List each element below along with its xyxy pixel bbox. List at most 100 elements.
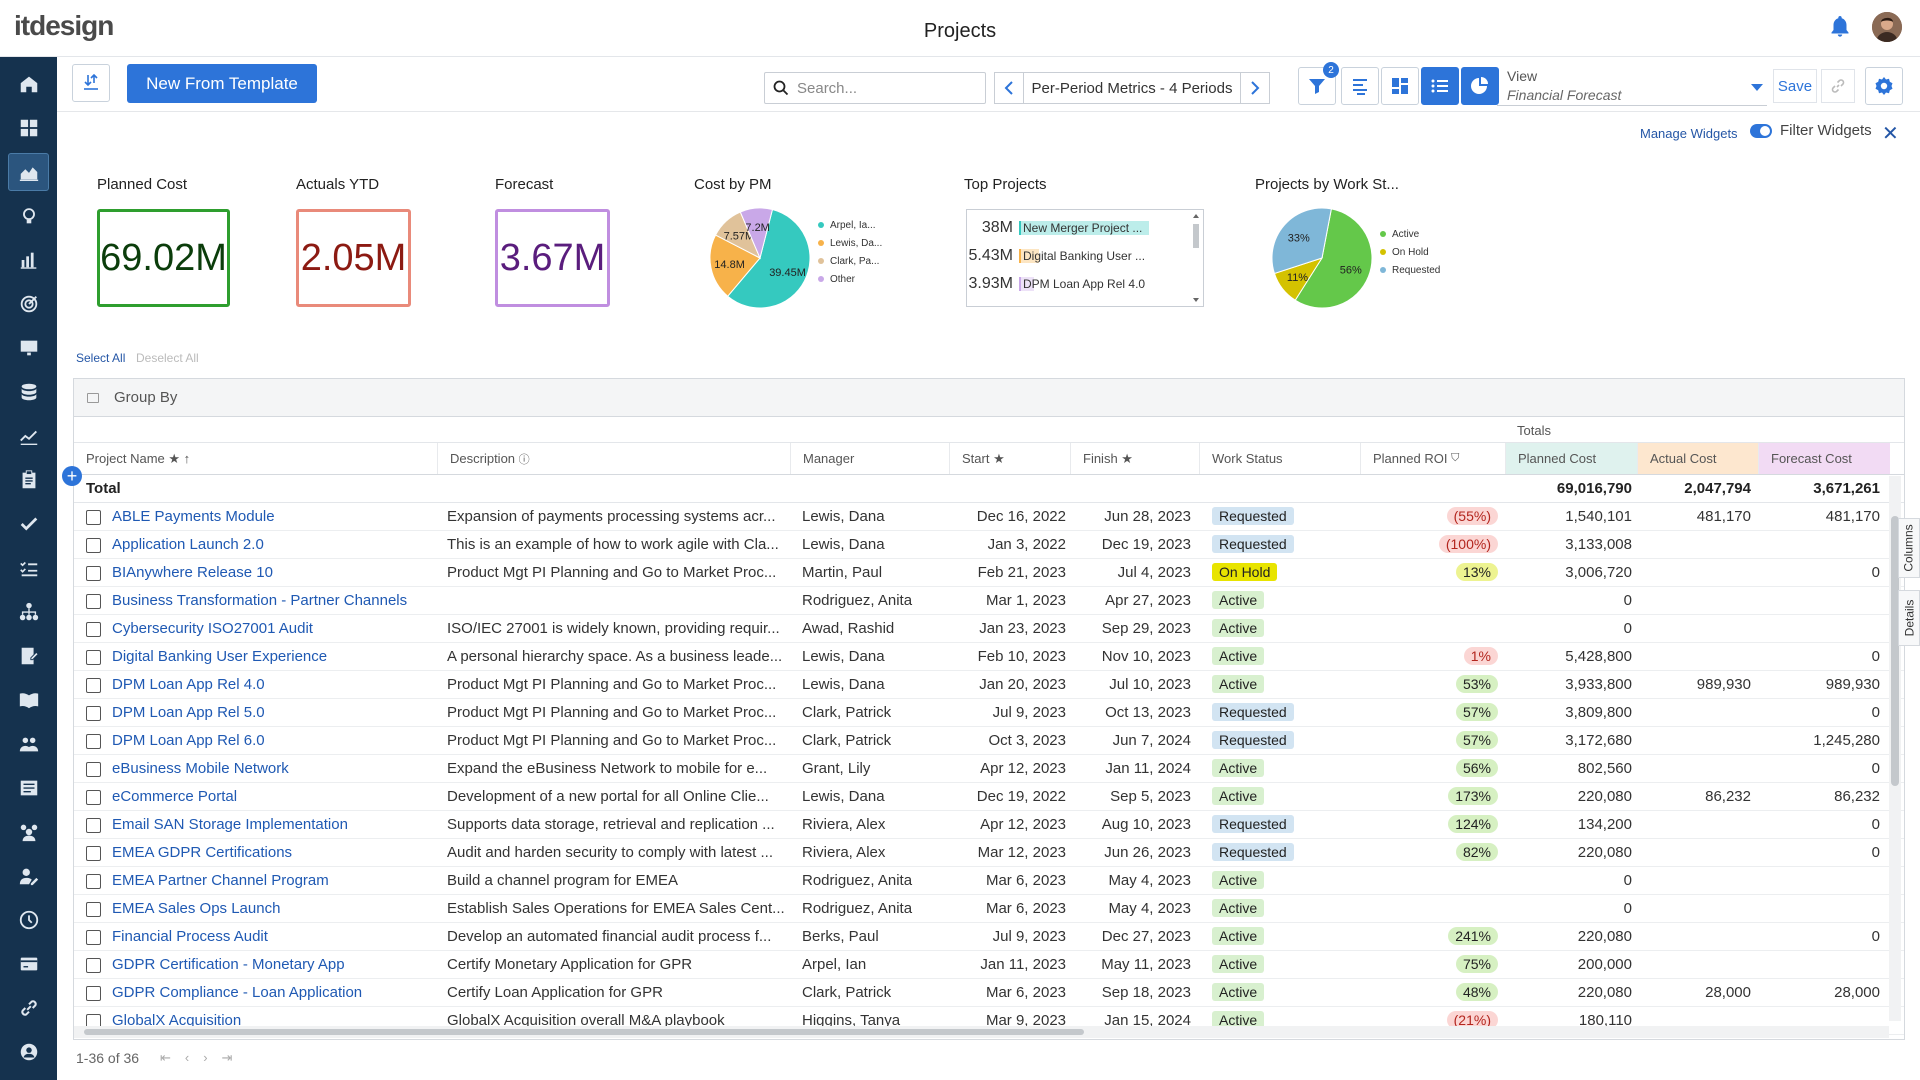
row-checkbox[interactable] [86, 538, 101, 553]
row-checkbox[interactable] [86, 510, 101, 525]
sidebar-item-home[interactable] [8, 65, 49, 103]
row-checkbox[interactable] [86, 902, 101, 917]
sidebar-item-billing[interactable] [8, 945, 49, 983]
sidebar-item-reports[interactable] [8, 241, 49, 279]
row-checkbox[interactable] [86, 930, 101, 945]
row-checkbox[interactable] [86, 874, 101, 889]
col-header-forecast-cost[interactable]: Forecast Cost [1758, 443, 1890, 474]
period-next-button[interactable] [1240, 72, 1270, 104]
sidebar-item-resources[interactable] [8, 725, 49, 763]
table-row[interactable]: BIAnywhere Release 10 Product Mgt PI Plan… [74, 559, 1904, 587]
sidebar-item-trends[interactable] [8, 417, 49, 455]
sidebar-item-integrations[interactable] [8, 989, 49, 1027]
sidebar-item-ideas[interactable] [8, 197, 49, 235]
save-view-button[interactable]: Save [1773, 69, 1817, 103]
row-checkbox[interactable] [86, 846, 101, 861]
sidebar-item-clipboard[interactable] [8, 461, 49, 499]
row-checkbox[interactable] [86, 566, 101, 581]
kpi-forecast[interactable]: 3.67M [495, 209, 610, 307]
row-checkbox[interactable] [86, 986, 101, 1001]
col-header-description[interactable]: Description ⓘ [437, 443, 790, 474]
legend-item[interactable]: Lewis, Da... [818, 234, 882, 252]
table-row[interactable]: EMEA Sales Ops Launch Establish Sales Ope… [74, 895, 1904, 923]
row-checkbox[interactable] [86, 958, 101, 973]
sidebar-item-dashboard[interactable] [8, 109, 49, 147]
project-name-link[interactable]: Cybersecurity ISO27001 Audit [112, 620, 313, 637]
table-row[interactable]: Email SAN Storage Implementation Supports… [74, 811, 1904, 839]
pie-slice[interactable] [739, 207, 774, 260]
table-row[interactable]: eCommerce Portal Development of a new por… [74, 783, 1904, 811]
row-checkbox[interactable] [86, 594, 101, 609]
table-row[interactable]: DPM Loan App Rel 5.0 Product Mgt PI Plann… [74, 699, 1904, 727]
col-header-project-name[interactable]: Project Name ★ ↑ [86, 450, 191, 467]
project-name-link[interactable]: Digital Banking User Experience [112, 648, 328, 665]
table-row[interactable]: GDPR Certification - Monetary App Certify… [74, 951, 1904, 979]
row-checkbox[interactable] [86, 762, 101, 777]
sidebar-item-projects[interactable] [8, 153, 49, 191]
legend-item[interactable]: Arpel, Ia... [818, 216, 882, 234]
manage-widgets-link[interactable]: Manage Widgets [1640, 126, 1738, 141]
kpi-planned-cost[interactable]: 69.02M [97, 209, 230, 307]
view-selector[interactable]: View Financial Forecast [1497, 64, 1767, 106]
sidebar-item-history[interactable] [8, 901, 49, 939]
scroll-thumb[interactable] [1891, 516, 1899, 786]
sidebar-item-news[interactable] [8, 769, 49, 807]
row-checkbox[interactable] [86, 678, 101, 693]
top-projects-scrollbar[interactable] [1191, 212, 1201, 304]
legend-item[interactable]: Requested [1380, 261, 1440, 279]
table-row[interactable]: Digital Banking User Experience A persona… [74, 643, 1904, 671]
details-side-tab[interactable]: Details [1898, 590, 1920, 646]
period-prev-button[interactable] [994, 72, 1024, 104]
filter-widgets-toggle[interactable]: Filter Widgets [1750, 122, 1872, 139]
project-name-link[interactable]: DPM Loan App Rel 4.0 [112, 676, 265, 693]
pie-slice[interactable] [727, 208, 811, 309]
top-project-item[interactable]: 38M New Merger Project ... [967, 215, 1189, 241]
table-row[interactable]: GDPR Compliance - Loan Application Certif… [74, 979, 1904, 1007]
table-row[interactable]: ABLE Payments Module Expansion of payment… [74, 503, 1904, 531]
sidebar-item-goals[interactable] [8, 285, 49, 323]
sort-button[interactable] [1341, 67, 1379, 105]
legend-item[interactable]: Clark, Pa... [818, 252, 882, 270]
project-name-link[interactable]: GlobalX Acquisition [112, 1012, 242, 1029]
top-projects-list[interactable]: 38M New Merger Project ... 5.43M Digital Ba… [966, 209, 1204, 307]
sidebar-item-timesheets[interactable] [8, 637, 49, 675]
add-row-button[interactable]: + [62, 466, 82, 486]
legend-item[interactable]: Active [1380, 225, 1440, 243]
row-checkbox[interactable] [86, 706, 101, 721]
legend-item[interactable]: On Hold [1380, 243, 1440, 261]
sidebar-item-user-admin[interactable] [8, 857, 49, 895]
table-row[interactable]: Cybersecurity ISO27001 Audit ISO/IEC 2700… [74, 615, 1904, 643]
chart-view-button[interactable] [1461, 67, 1499, 105]
table-row[interactable]: eBusiness Mobile Network Expand the eBusi… [74, 755, 1904, 783]
view-settings-button[interactable] [1865, 67, 1903, 105]
grid-horizontal-scrollbar[interactable] [74, 1026, 1889, 1038]
table-row[interactable]: Financial Process Audit Develop an automa… [74, 923, 1904, 951]
search-input[interactable]: Search... [764, 72, 986, 104]
table-row[interactable]: EMEA Partner Channel Program Build a chan… [74, 867, 1904, 895]
col-header-planned-cost[interactable]: Planned Cost [1505, 443, 1637, 474]
table-row[interactable]: Business Transformation - Partner Channe… [74, 587, 1904, 615]
board-view-button[interactable] [1381, 67, 1419, 105]
row-checkbox[interactable] [86, 622, 101, 637]
sidebar-item-library[interactable] [8, 681, 49, 719]
col-header-actual-cost[interactable]: Actual Cost [1637, 443, 1758, 474]
toggle-switch[interactable] [1750, 123, 1772, 138]
filter-button[interactable]: 2 [1298, 62, 1339, 105]
sidebar-item-tasks[interactable] [8, 549, 49, 587]
project-name-link[interactable]: eCommerce Portal [112, 788, 238, 805]
project-name-link[interactable]: EMEA GDPR Certifications [112, 844, 293, 861]
project-name-link[interactable]: GDPR Certification - Monetary App [112, 956, 345, 973]
project-name-link[interactable]: BIAnywhere Release 10 [112, 564, 273, 581]
kpi-actuals-ytd[interactable]: 2.05M [296, 209, 411, 307]
user-avatar[interactable] [1872, 12, 1902, 42]
select-all-link[interactable]: Select All [76, 351, 126, 365]
top-project-item[interactable]: 5.43M Digital Banking User ... [967, 243, 1189, 269]
group-by-bar[interactable]: Group By [74, 379, 1904, 417]
sidebar-item-approvals[interactable] [8, 505, 49, 543]
scroll-thumb[interactable] [84, 1029, 1084, 1035]
sidebar-item-presentations[interactable] [8, 329, 49, 367]
pie-slice[interactable] [709, 234, 761, 297]
row-checkbox[interactable] [86, 650, 101, 665]
work-status-pie-chart[interactable]: 56% 11% 33% [1270, 206, 1374, 310]
